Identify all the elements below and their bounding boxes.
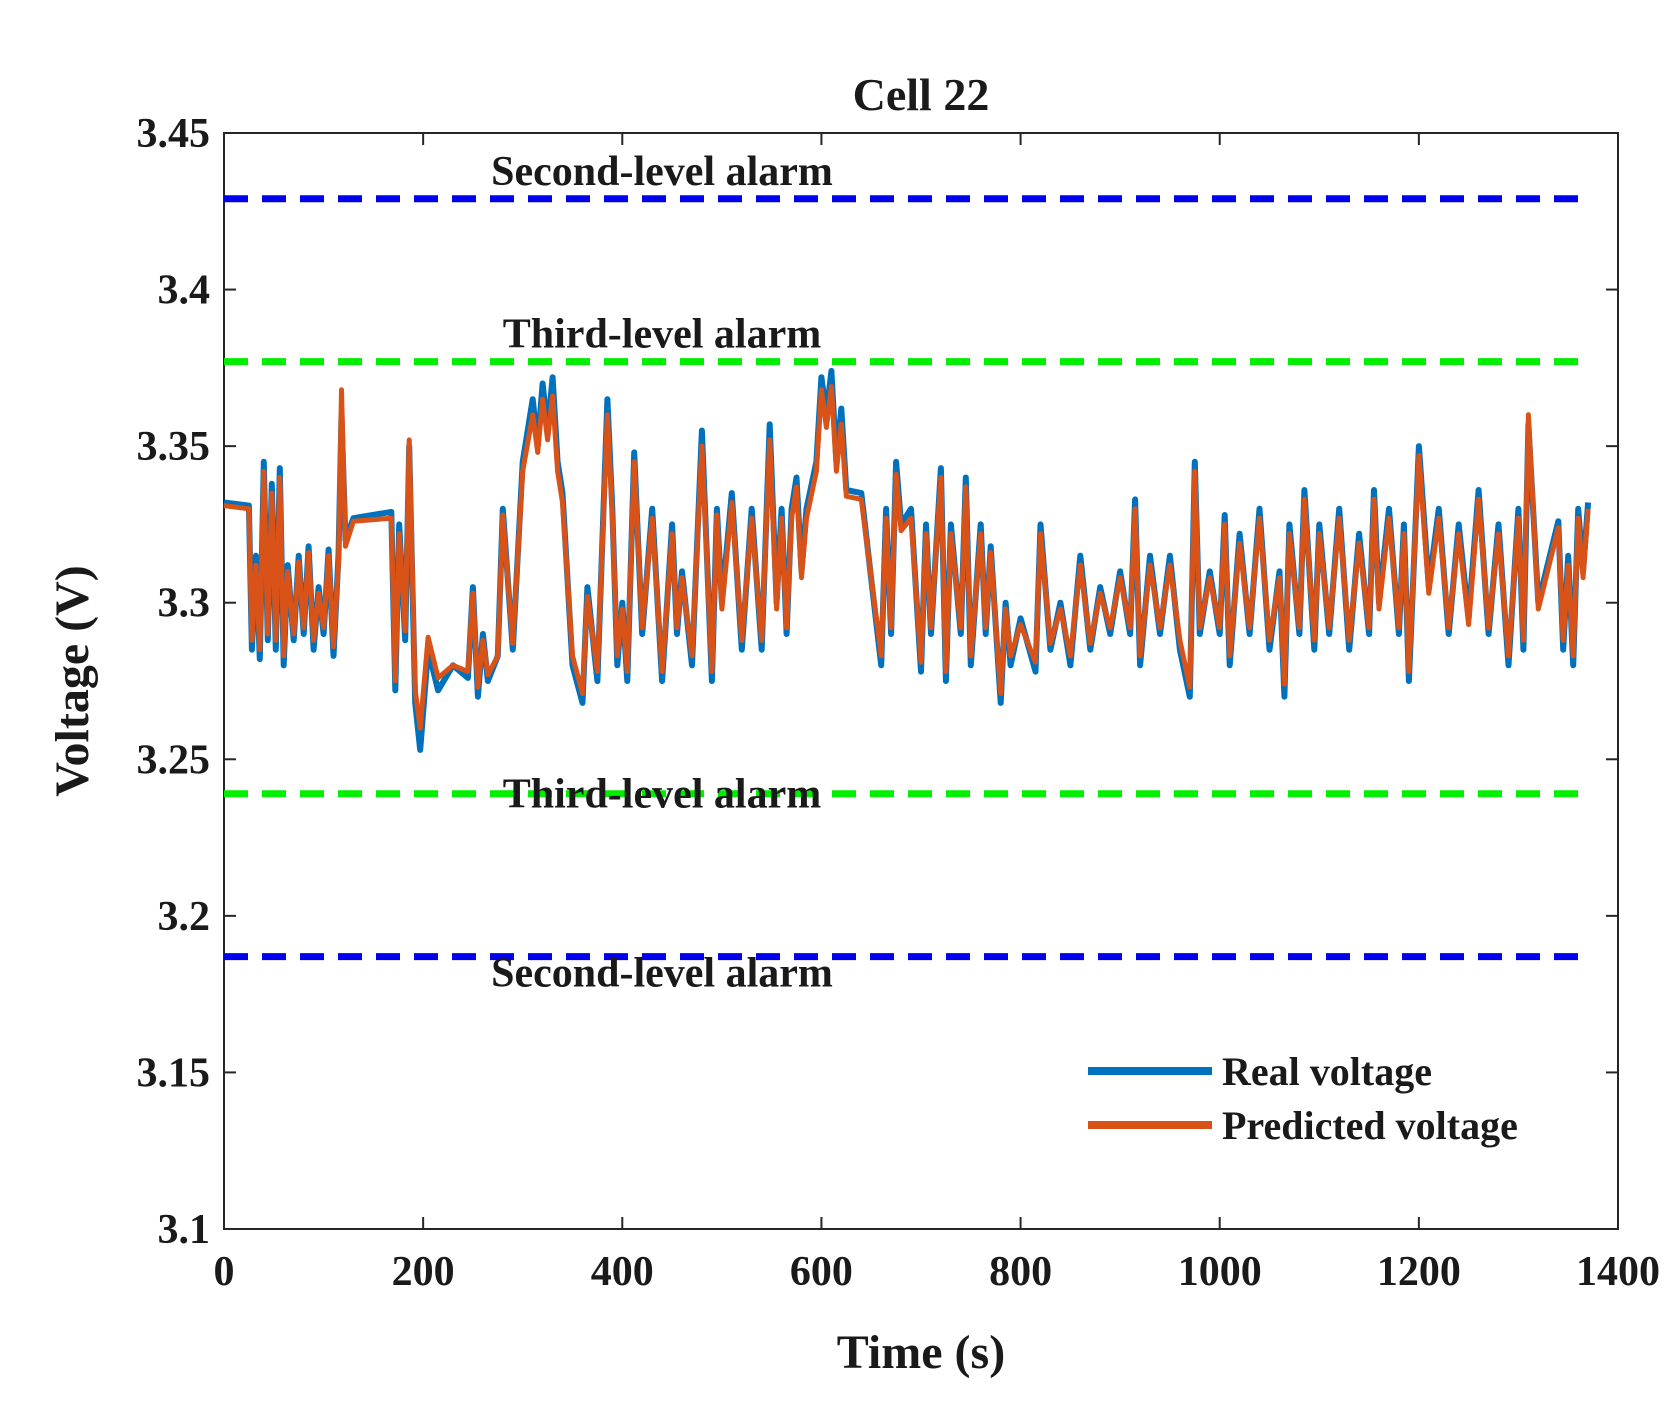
y-tick-label: 3.15 xyxy=(137,1050,211,1096)
alarm-label: Second-level alarm xyxy=(491,951,833,997)
plot-area xyxy=(223,132,1619,1230)
y-tick-label: 3.25 xyxy=(137,737,211,783)
x-tick-label: 1400 xyxy=(1576,1249,1660,1295)
x-tick-label: 600 xyxy=(790,1249,853,1295)
x-tick-label: 0 xyxy=(214,1249,235,1295)
x-tick-label: 200 xyxy=(392,1249,455,1295)
x-tick-label: 800 xyxy=(989,1249,1052,1295)
alarm-label: Third-level alarm xyxy=(503,772,821,818)
alarm-label: Second-level alarm xyxy=(491,149,833,195)
x-axis-title: Time (s) xyxy=(837,1326,1005,1379)
alarm-labels: Second-level alarm Third-level alarm Third… xyxy=(491,149,833,997)
y-tick-label: 3.4 xyxy=(158,268,211,314)
series-lines xyxy=(223,368,1592,753)
legend-label-real: Real voltage xyxy=(1222,1049,1432,1094)
x-tick-label: 400 xyxy=(591,1249,654,1295)
series-line-predicted-voltage xyxy=(223,384,1591,731)
x-tick-label: 1200 xyxy=(1377,1249,1461,1295)
y-tick-label: 3.35 xyxy=(137,424,211,470)
chart-title: Cell 22 xyxy=(853,69,990,120)
legend: Real voltage Predicted voltage xyxy=(1088,1049,1518,1148)
x-tick-label: 1000 xyxy=(1178,1249,1262,1295)
axis-ticks: 0 200 400 600 800 1000 1200 1400 3.1 3.15 3.2 3.25 3… xyxy=(137,111,1661,1295)
y-tick-label: 3.1 xyxy=(158,1207,211,1253)
alarm-label: Third-level alarm xyxy=(503,312,821,358)
y-tick-label: 3.2 xyxy=(158,894,211,940)
y-tick-label: 3.3 xyxy=(158,581,211,627)
y-axis-title: Voltage (V) xyxy=(46,565,99,797)
y-tick-label: 3.45 xyxy=(137,111,211,157)
legend-label-predicted: Predicted voltage xyxy=(1222,1103,1518,1148)
